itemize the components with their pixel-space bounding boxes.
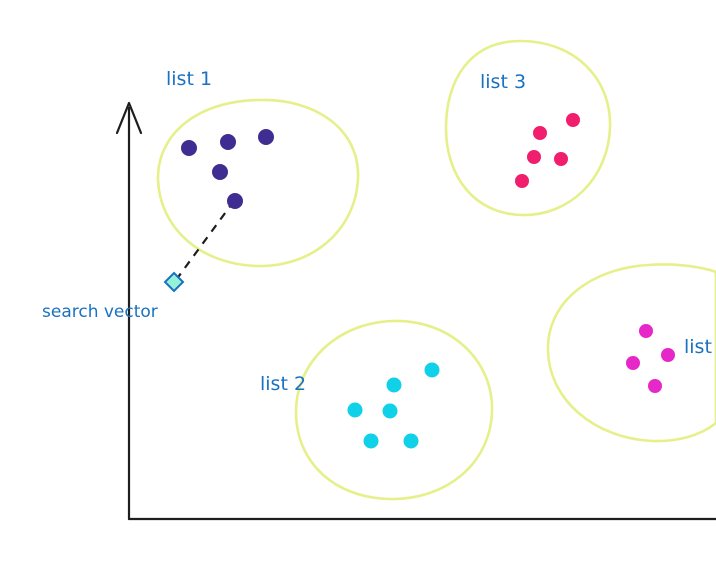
point — [258, 129, 274, 145]
cluster-label-list-2: list 2 — [260, 373, 306, 395]
cluster-outlines — [156, 39, 716, 501]
cluster-points-list-1 — [181, 129, 274, 209]
cluster-label-list-3: list 3 — [480, 71, 526, 93]
cluster-points-list-2 — [347, 362, 440, 449]
cluster-outline-list-1 — [156, 98, 360, 268]
nearest-neighbor-link — [175, 204, 232, 281]
search-vector-marker — [163, 271, 185, 293]
cluster-outline-list-4 — [546, 263, 716, 443]
point — [554, 152, 568, 166]
point — [648, 379, 662, 393]
cluster-outline-list-2 — [294, 319, 494, 501]
point — [515, 174, 529, 188]
y-axis-arrowhead — [115, 101, 143, 135]
point — [212, 164, 228, 180]
point — [227, 193, 243, 209]
point — [382, 403, 398, 419]
cluster-points-list-3 — [515, 113, 580, 188]
point — [403, 433, 419, 449]
point — [220, 134, 236, 150]
point — [639, 324, 653, 338]
point — [527, 150, 541, 164]
point — [661, 348, 675, 362]
search-vector-label: search vector — [42, 302, 158, 322]
cluster-label-list-1: list 1 — [166, 68, 212, 90]
point — [424, 362, 440, 378]
cluster-outline-list-3 — [444, 39, 612, 217]
axes — [115, 101, 716, 521]
point — [386, 377, 402, 393]
point — [566, 113, 580, 127]
point — [363, 433, 379, 449]
point — [347, 402, 363, 418]
cluster-label-list-4: list — [684, 336, 712, 358]
point — [181, 140, 197, 156]
cluster-points-list-4 — [626, 324, 675, 393]
point — [533, 126, 547, 140]
point — [626, 356, 640, 370]
